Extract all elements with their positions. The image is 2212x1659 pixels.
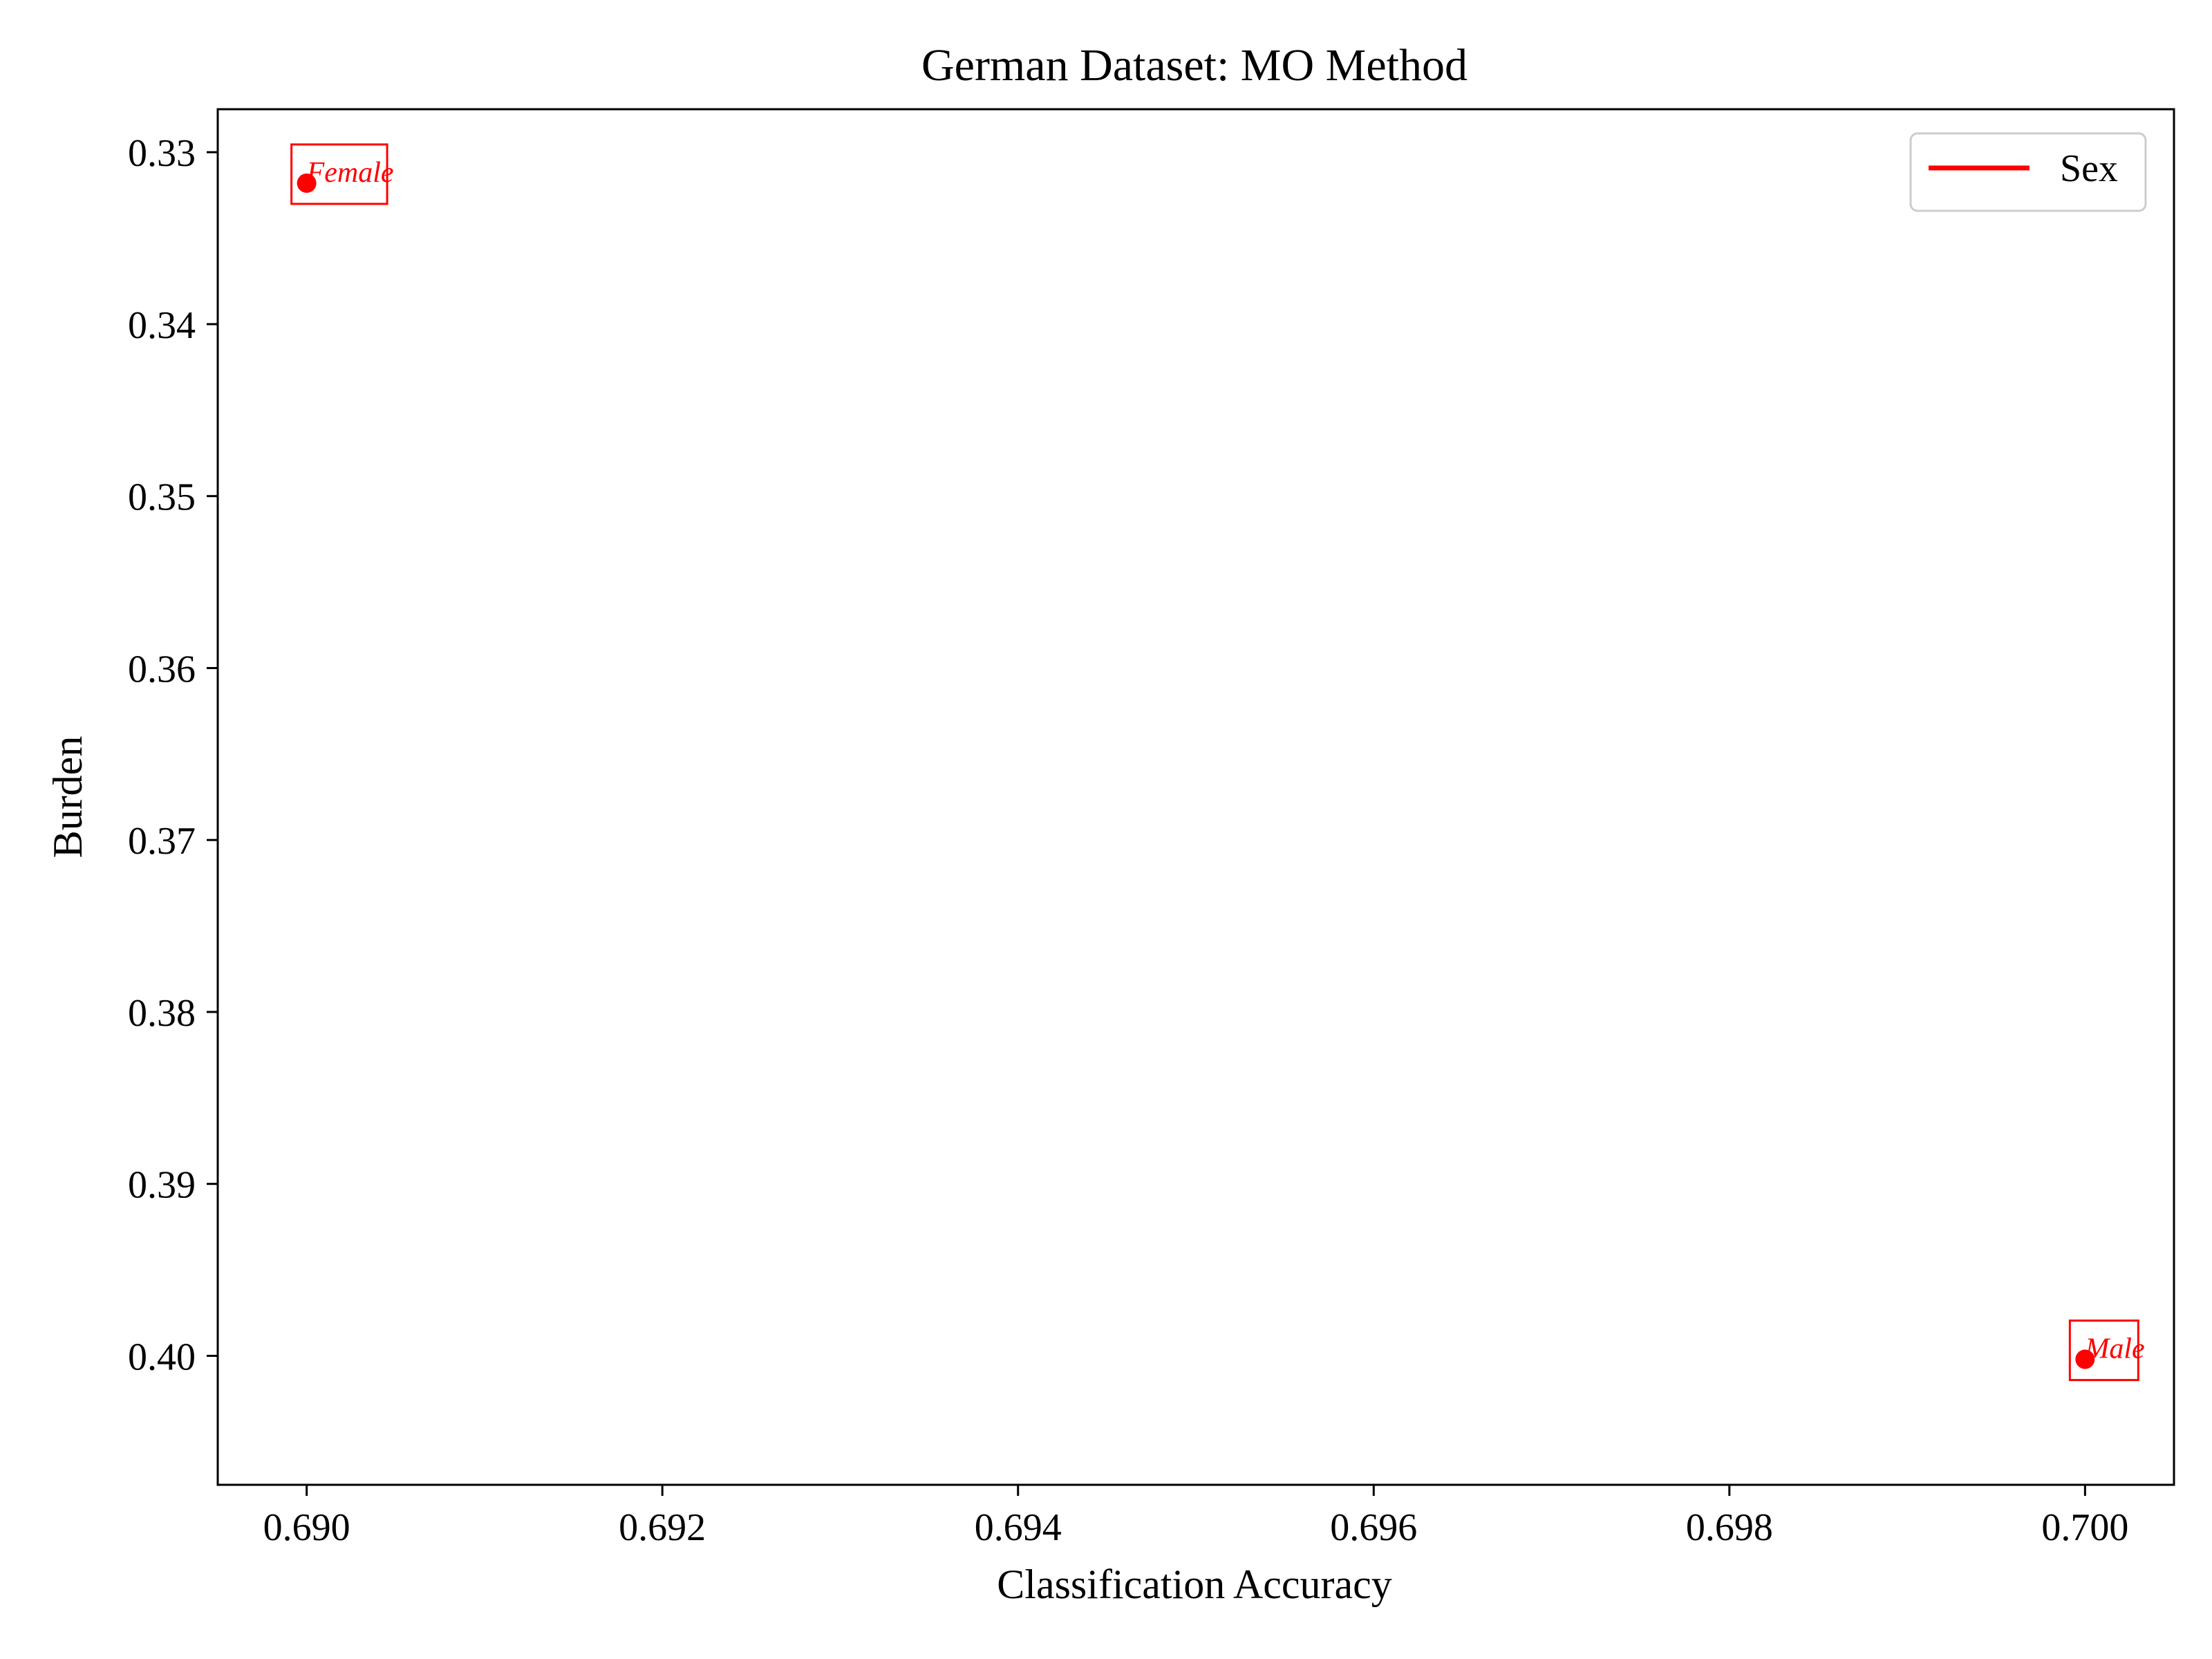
x-tick-label: 0.700 [2041, 1506, 2128, 1549]
y-tick-label: 0.35 [128, 476, 196, 519]
chart-title: German Dataset: MO Method [921, 40, 1468, 91]
y-tick-label: 0.34 [128, 304, 196, 347]
plot-area [216, 108, 2175, 1486]
axes-frame [216, 108, 2175, 1486]
point-label-box-female [290, 143, 388, 205]
y-tick-label: 0.40 [128, 1335, 196, 1378]
x-tick-label: 0.690 [263, 1506, 350, 1549]
data-point-female [297, 173, 317, 193]
y-tick-label: 0.38 [128, 992, 196, 1035]
legend-label-sex: Sex [2060, 147, 2118, 190]
y-tick-label: 0.37 [128, 820, 196, 863]
point-label-box-male [2068, 1319, 2139, 1381]
x-tick-label: 0.692 [619, 1506, 706, 1549]
x-axis: 0.690 0.692 0.694 0.696 0.698 0.700 [263, 1485, 2128, 1549]
y-axis: 0.33 0.34 0.35 0.36 0.37 0.38 0.39 0.40 [128, 132, 218, 1378]
data-point-male [2075, 1349, 2095, 1369]
legend-frame [1909, 132, 2147, 212]
y-axis-label: Burden [45, 736, 91, 859]
x-tick-label: 0.694 [975, 1506, 1062, 1549]
y-tick-label: 0.33 [128, 132, 196, 175]
y-tick-label: 0.39 [128, 1164, 196, 1207]
x-axis-label: Classification Accuracy [997, 1562, 1391, 1607]
x-tick-label: 0.698 [1686, 1506, 1773, 1549]
point-label-female: Female [306, 157, 394, 189]
legend: Sex [1909, 132, 2147, 212]
point-label-male: Male [2084, 1333, 2144, 1365]
y-tick-label: 0.36 [128, 648, 196, 691]
data-points: Female Male [290, 143, 2145, 1381]
x-tick-label: 0.696 [1330, 1506, 1417, 1549]
